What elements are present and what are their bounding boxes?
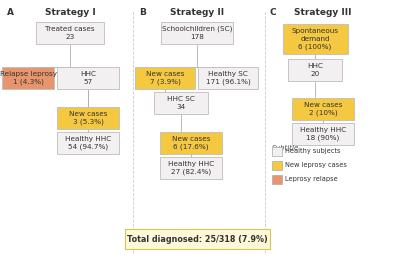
- FancyBboxPatch shape: [154, 92, 208, 114]
- FancyBboxPatch shape: [2, 67, 54, 89]
- Text: Subtitle: Subtitle: [272, 145, 299, 151]
- Text: C: C: [269, 8, 276, 17]
- Text: HHC
20: HHC 20: [307, 63, 323, 77]
- FancyBboxPatch shape: [288, 59, 342, 81]
- FancyBboxPatch shape: [135, 67, 195, 89]
- FancyBboxPatch shape: [282, 24, 348, 54]
- FancyBboxPatch shape: [124, 229, 270, 249]
- FancyBboxPatch shape: [272, 147, 282, 156]
- FancyBboxPatch shape: [198, 67, 258, 89]
- FancyBboxPatch shape: [57, 107, 119, 129]
- Text: New cases
6 (17.6%): New cases 6 (17.6%): [172, 136, 210, 150]
- Text: Strategy III: Strategy III: [294, 8, 352, 17]
- Text: Total diagnosed: 25/318 (7.9%): Total diagnosed: 25/318 (7.9%): [127, 234, 267, 244]
- Text: B: B: [139, 8, 146, 17]
- FancyBboxPatch shape: [292, 98, 354, 120]
- FancyBboxPatch shape: [160, 157, 222, 179]
- FancyBboxPatch shape: [292, 123, 354, 145]
- FancyBboxPatch shape: [161, 22, 233, 44]
- Text: Treated cases
23: Treated cases 23: [45, 26, 95, 40]
- Text: New cases
2 (10%): New cases 2 (10%): [304, 102, 342, 116]
- Text: New leprosy cases: New leprosy cases: [285, 163, 347, 169]
- Text: A: A: [7, 8, 14, 17]
- FancyBboxPatch shape: [272, 161, 282, 170]
- FancyBboxPatch shape: [272, 175, 282, 184]
- Text: Schoolchildren (SC)
178: Schoolchildren (SC) 178: [162, 26, 232, 40]
- Text: Healthy HHC
54 (94.7%): Healthy HHC 54 (94.7%): [65, 136, 111, 150]
- Text: HHC SC
34: HHC SC 34: [167, 96, 195, 110]
- FancyBboxPatch shape: [36, 22, 104, 44]
- Text: HHC
57: HHC 57: [80, 71, 96, 85]
- Text: Relapse leprosy
1 (4.3%): Relapse leprosy 1 (4.3%): [0, 71, 56, 85]
- FancyBboxPatch shape: [57, 132, 119, 154]
- Text: Healthy HHC
18 (90%): Healthy HHC 18 (90%): [300, 127, 346, 141]
- Text: New cases
3 (5.3%): New cases 3 (5.3%): [69, 111, 107, 125]
- FancyBboxPatch shape: [160, 132, 222, 154]
- Text: Healthy SC
171 (96.1%): Healthy SC 171 (96.1%): [206, 71, 250, 85]
- Text: Healthy HHC
27 (82.4%): Healthy HHC 27 (82.4%): [168, 161, 214, 175]
- Text: Healthy subjects: Healthy subjects: [285, 149, 340, 155]
- Text: Leprosy relapse: Leprosy relapse: [285, 176, 338, 182]
- Text: Strategy I: Strategy I: [45, 8, 95, 17]
- Text: Spontaneous
demand
6 (100%): Spontaneous demand 6 (100%): [292, 28, 338, 50]
- Text: Strategy II: Strategy II: [170, 8, 224, 17]
- Text: New cases
7 (3.9%): New cases 7 (3.9%): [146, 71, 184, 85]
- FancyBboxPatch shape: [57, 67, 119, 89]
